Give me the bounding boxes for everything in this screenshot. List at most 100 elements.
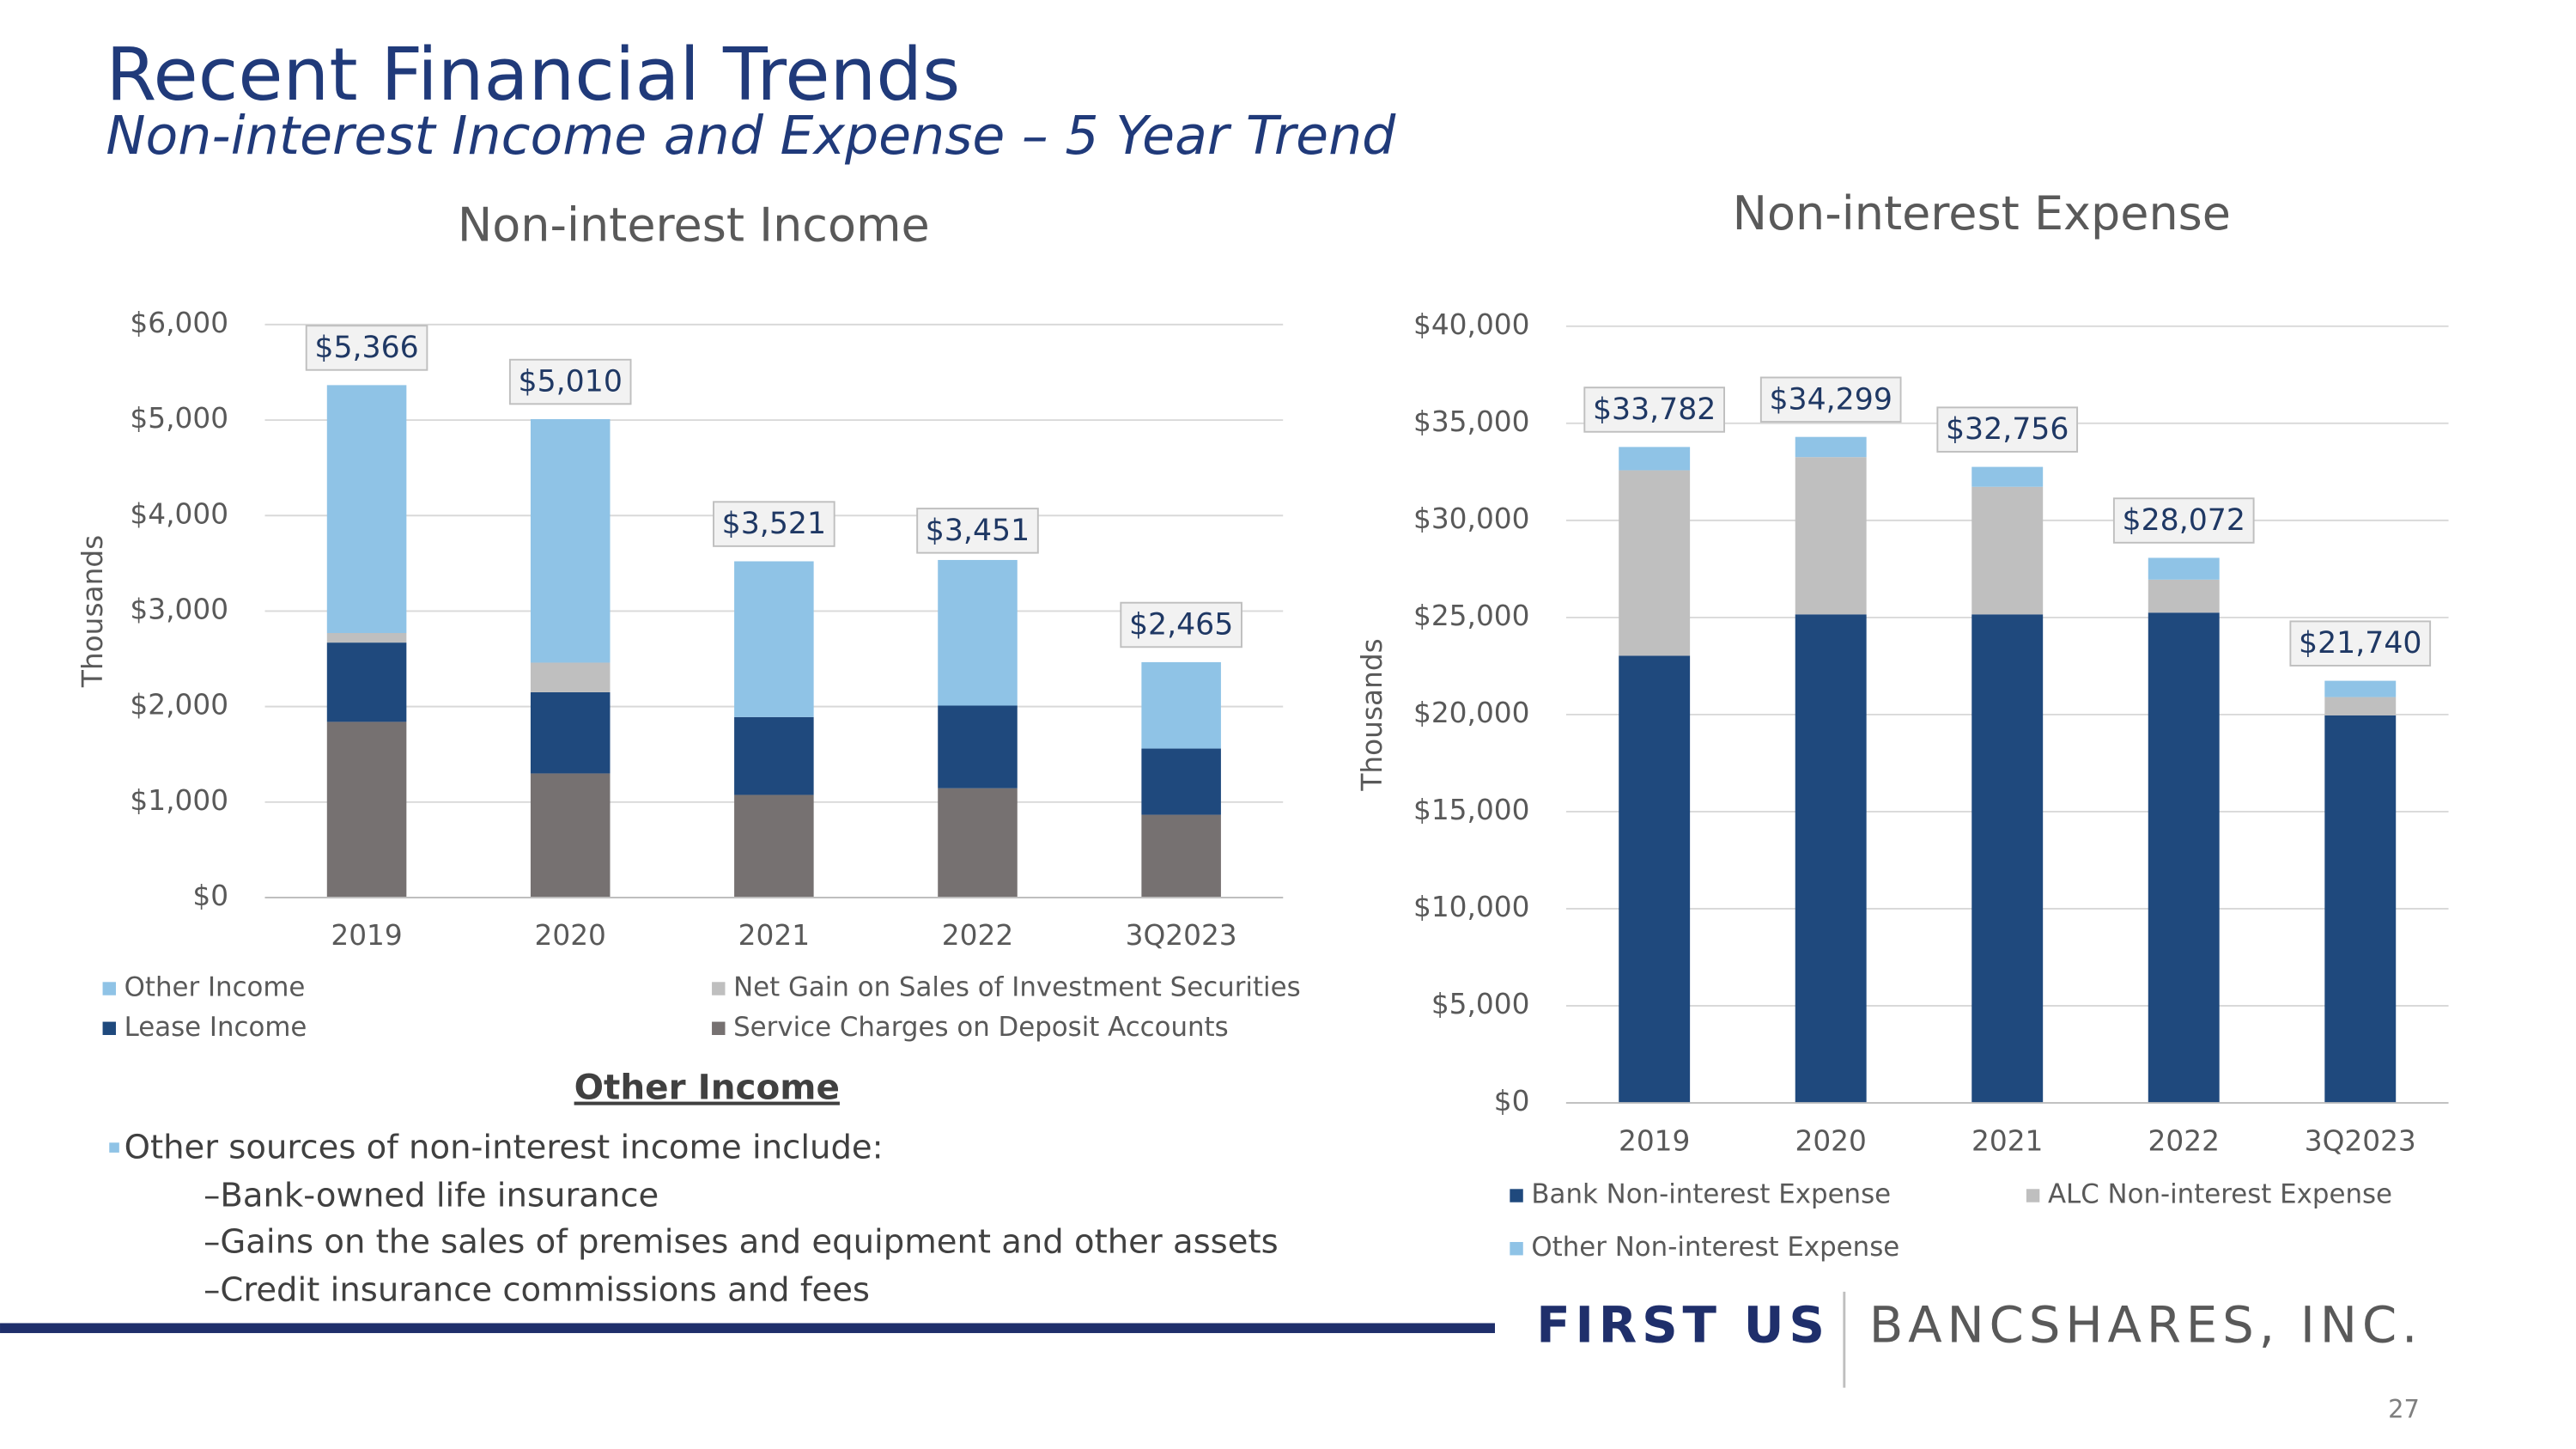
total-text: $32,756 xyxy=(1946,412,2069,447)
total-label: $2,465 xyxy=(1120,601,1242,648)
total-box xyxy=(305,325,428,371)
bar-segment xyxy=(938,788,1018,898)
x-tick-label: 3Q2023 xyxy=(2305,1124,2416,1157)
total-text: $3,521 xyxy=(722,507,826,541)
total-label: $3,521 xyxy=(713,501,835,547)
bar-segment xyxy=(1795,614,1867,1104)
notes-item: –Gains on the sales of premises and equi… xyxy=(204,1222,1279,1261)
y-tick-label: $4,000 xyxy=(130,497,228,530)
x-tick-label: 2020 xyxy=(535,919,606,952)
legend-label: Other Non-interest Expense xyxy=(1531,1232,1899,1263)
y-tick-label: $5,000 xyxy=(1431,988,1530,1020)
bullet xyxy=(109,1142,119,1153)
x-tick-label: 2022 xyxy=(2148,1124,2220,1157)
legend-label: Lease Income xyxy=(125,1012,307,1043)
bar-segment xyxy=(326,385,407,634)
legend-swatch xyxy=(2026,1189,2040,1202)
total-label: $3,451 xyxy=(916,508,1039,554)
bar-segment xyxy=(530,662,611,692)
total-box xyxy=(1936,406,2079,453)
y-tick-label: $35,000 xyxy=(1413,405,1530,438)
total-text: $21,740 xyxy=(2299,626,2421,661)
total-label: $5,010 xyxy=(508,358,632,405)
logo-bold: FIRST US xyxy=(1536,1295,1830,1354)
legend-swatch xyxy=(102,1021,116,1035)
logo-light: BANCSHARES, INC. xyxy=(1869,1295,2422,1354)
total-label: $28,072 xyxy=(2112,497,2255,544)
y-tick-label: $0 xyxy=(192,880,228,912)
bar-segment xyxy=(734,561,814,717)
x-tick-label: 3Q2023 xyxy=(1126,919,1237,952)
total-label: $33,782 xyxy=(1583,387,1725,433)
total-label: $5,366 xyxy=(305,325,428,371)
bar-segment xyxy=(1971,614,2044,1104)
bar-segment xyxy=(1971,486,2044,615)
bar-segment xyxy=(1971,466,2044,487)
total-text: $34,299 xyxy=(1769,382,1892,417)
slide-subtitle: Non-interest Income and Expense – 5 Year… xyxy=(106,105,1396,167)
y-tick-label: $20,000 xyxy=(1413,697,1530,729)
chart-title: Non-interest Expense xyxy=(1733,186,2231,240)
bar-segment xyxy=(2324,697,2397,715)
legend-swatch xyxy=(712,982,726,995)
bar-segment xyxy=(938,559,1018,706)
total-label: $21,740 xyxy=(2289,620,2432,667)
total-box xyxy=(2289,620,2432,667)
legend-swatch xyxy=(102,982,116,995)
bar-segment xyxy=(326,721,407,898)
total-box xyxy=(713,501,835,547)
bar-segment xyxy=(2148,612,2220,1104)
y-tick-label: $3,000 xyxy=(130,593,228,625)
chart-title: Non-interest Income xyxy=(458,198,930,253)
bar-segment xyxy=(2324,715,2397,1104)
y-axis-label: Thousands xyxy=(1356,638,1388,791)
total-box xyxy=(2112,497,2255,544)
y-tick-label: $25,000 xyxy=(1413,600,1530,632)
bar-segment xyxy=(1141,661,1221,749)
bar-segment xyxy=(1619,655,1691,1104)
y-tick-label: $40,000 xyxy=(1413,308,1530,341)
notes-item: –Credit insurance commissions and fees xyxy=(204,1270,870,1309)
notes-heading: Other Income xyxy=(574,1067,840,1108)
bar-segment xyxy=(530,418,611,663)
bar-segment xyxy=(1619,447,1691,471)
total-box xyxy=(916,508,1039,554)
x-tick-label: 2019 xyxy=(1619,1124,1690,1157)
total-box xyxy=(1120,601,1242,648)
y-tick-label: $1,000 xyxy=(130,784,228,817)
legend-label: Other Income xyxy=(125,972,306,1003)
x-tick-label: 2019 xyxy=(331,919,402,952)
y-tick-label: $15,000 xyxy=(1413,794,1530,826)
legend-swatch xyxy=(1510,1242,1523,1256)
y-axis-label: Thousands xyxy=(76,535,109,688)
legend-swatch xyxy=(712,1021,726,1035)
total-label: $32,756 xyxy=(1936,406,2079,453)
total-text: $33,782 xyxy=(1593,393,1716,427)
bar-segment xyxy=(938,705,1018,788)
y-tick-label: $30,000 xyxy=(1413,502,1530,535)
bar-segment xyxy=(734,795,814,898)
x-tick-label: 2022 xyxy=(942,919,1013,952)
total-text: $5,010 xyxy=(519,365,623,399)
bar-segment xyxy=(1141,748,1221,815)
bar-segment xyxy=(530,773,611,898)
page-number: 27 xyxy=(2388,1395,2420,1424)
legend-label: Net Gain on Sales of Investment Securiti… xyxy=(733,972,1301,1003)
notes-item: –Bank-owned life insurance xyxy=(204,1176,659,1215)
legend-label: Bank Non-interest Expense xyxy=(1531,1179,1891,1210)
x-tick-label: 2021 xyxy=(1971,1124,2043,1157)
bar-segment xyxy=(734,716,814,795)
y-tick-label: $0 xyxy=(1494,1085,1530,1117)
total-box xyxy=(1759,376,1902,423)
x-tick-label: 2020 xyxy=(1795,1124,1866,1157)
total-label: $34,299 xyxy=(1759,376,1902,423)
y-tick-label: $2,000 xyxy=(130,689,228,721)
total-box xyxy=(1583,387,1725,433)
bar-segment xyxy=(530,691,611,774)
legend-label: ALC Non-interest Expense xyxy=(2048,1179,2392,1210)
bar-segment xyxy=(1795,457,1867,615)
slide-title: Recent Financial Trends xyxy=(106,33,960,118)
total-text: $5,366 xyxy=(314,331,418,365)
total-text: $28,072 xyxy=(2123,503,2245,538)
bar-segment xyxy=(326,642,407,722)
